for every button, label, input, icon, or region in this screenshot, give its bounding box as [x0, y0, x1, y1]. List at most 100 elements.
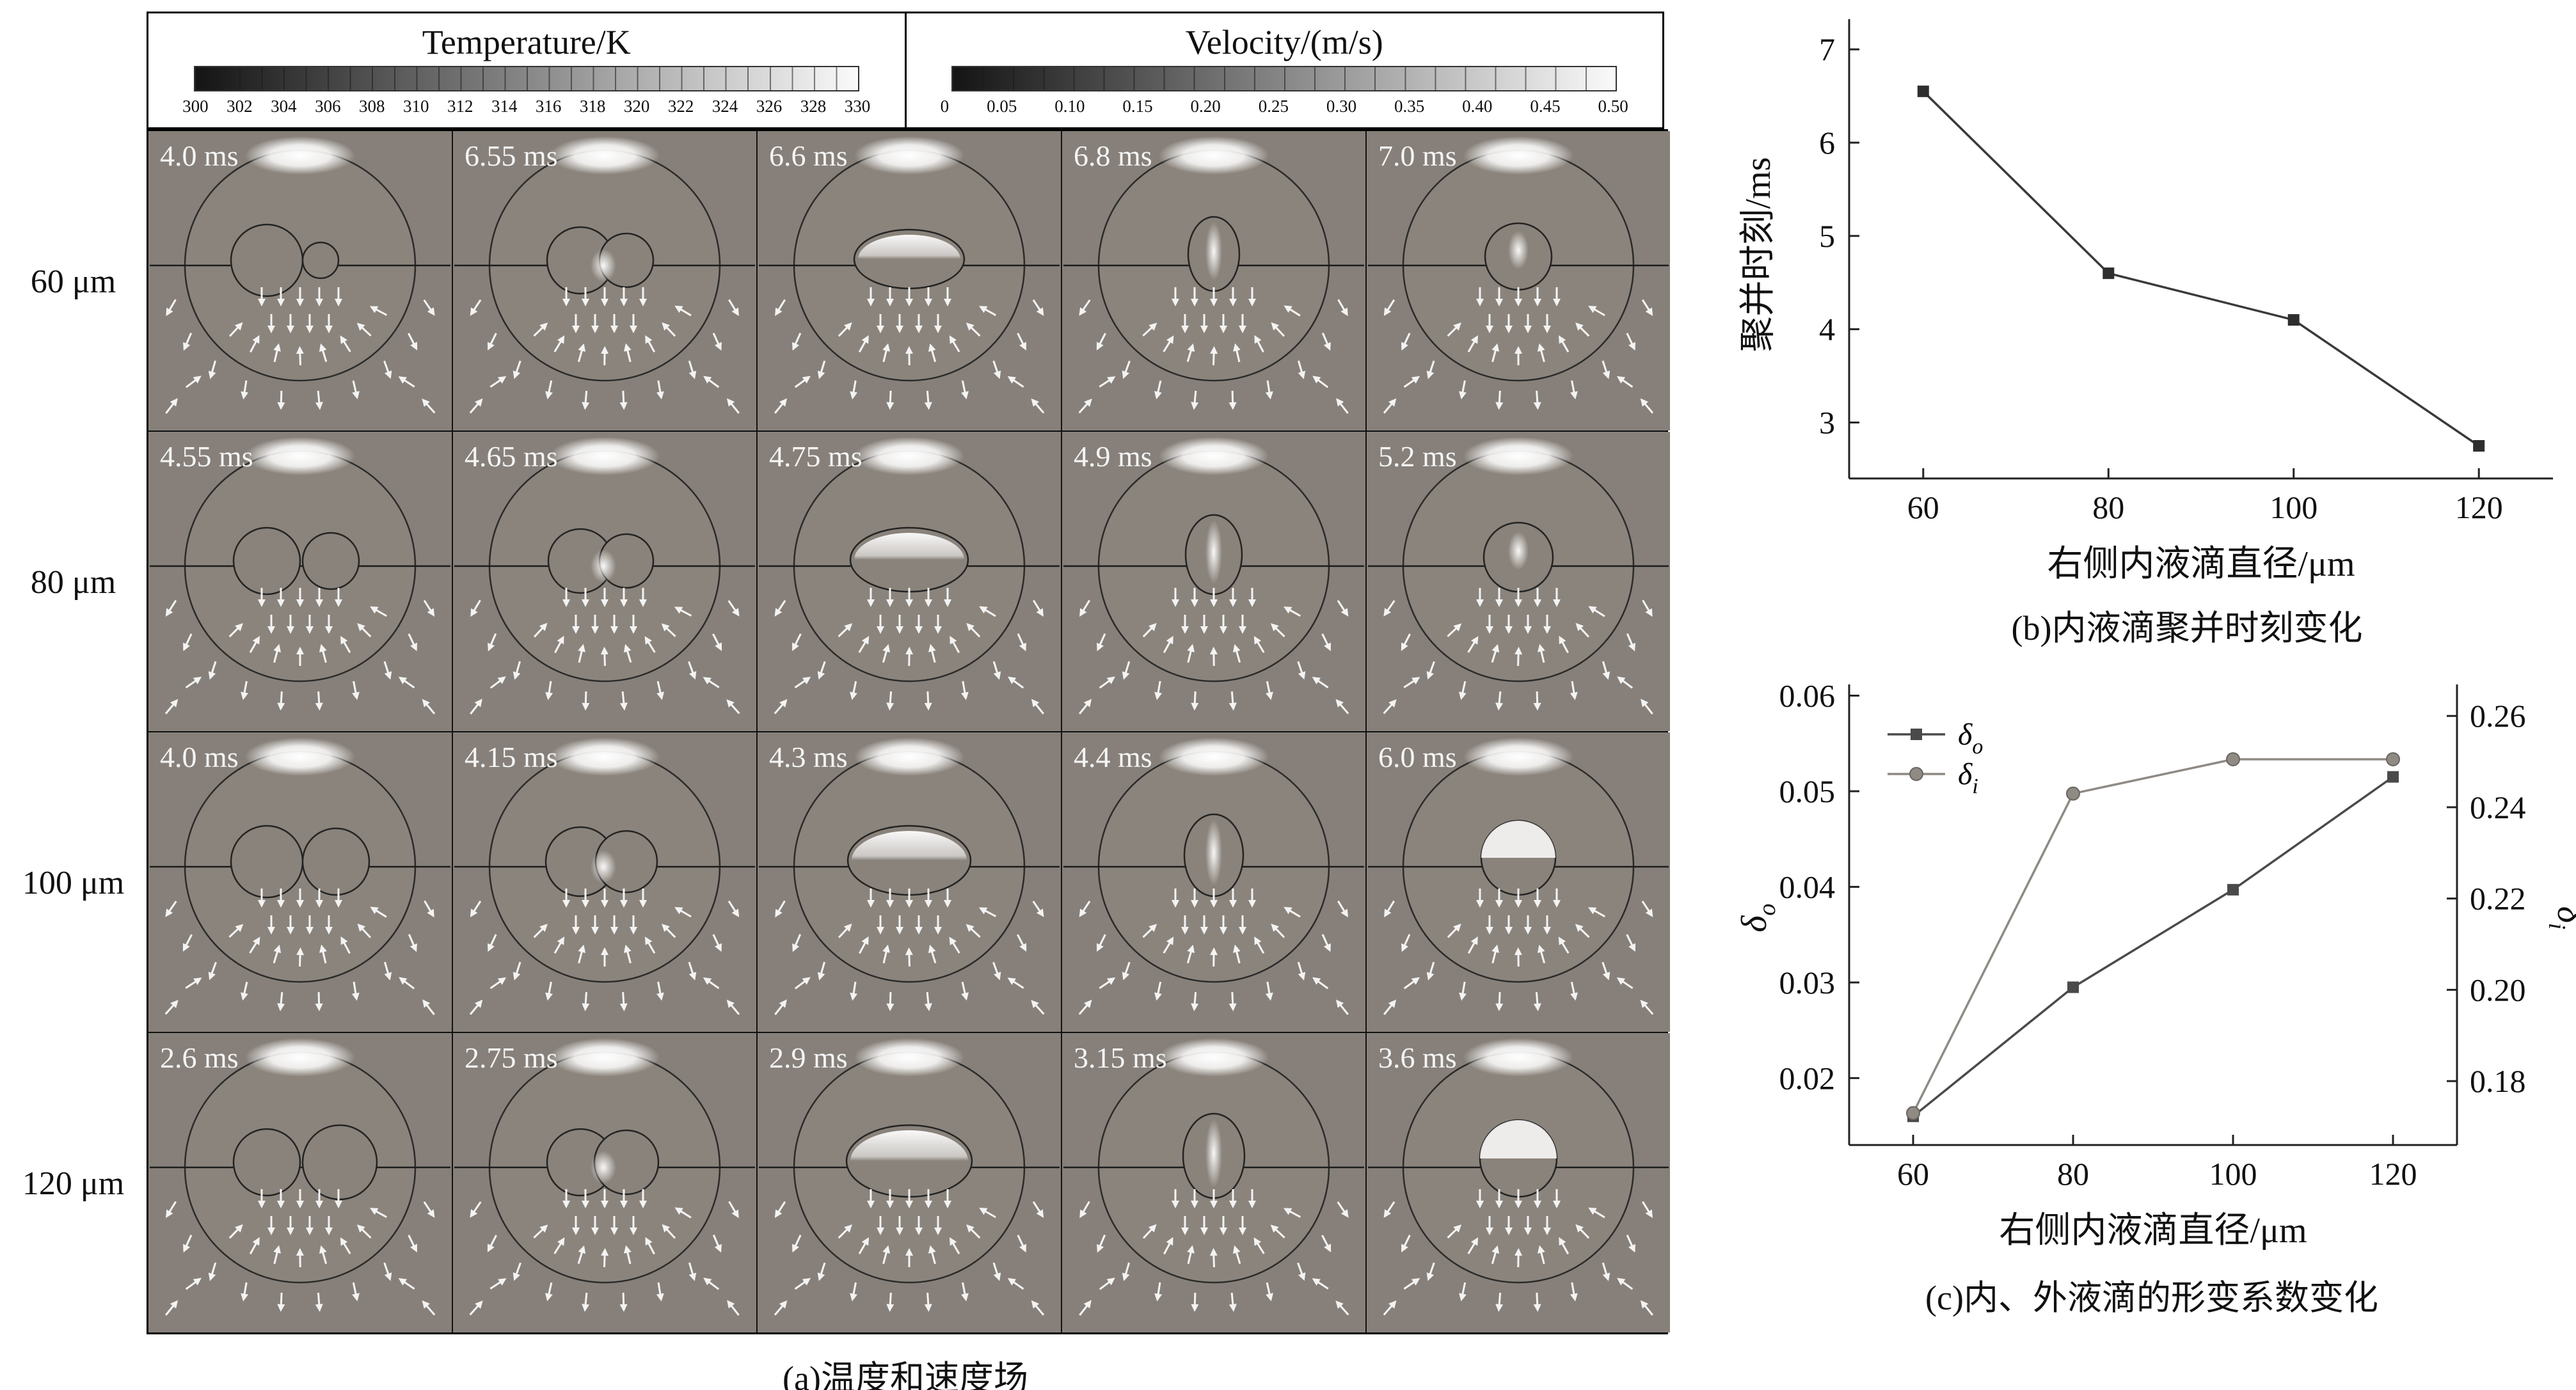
- svg-text:100: 100: [2270, 489, 2318, 525]
- svg-text:0.22: 0.22: [2470, 881, 2526, 917]
- svg-text:聚并时刻/ms: 聚并时刻/ms: [1738, 157, 1778, 352]
- temperature-tick-label: 330: [844, 96, 871, 116]
- svg-text:120: 120: [2369, 1156, 2417, 1192]
- svg-text:0.24: 0.24: [2470, 789, 2526, 825]
- time-label: 3.6 ms: [1378, 1041, 1457, 1074]
- svg-text:7: 7: [1819, 31, 1835, 67]
- temperature-tick-label: 302: [227, 96, 253, 116]
- temperature-tick-label: 324: [712, 96, 738, 116]
- velocity-tick-label: 0.35: [1394, 96, 1425, 116]
- time-label: 3.15 ms: [1074, 1041, 1167, 1074]
- field-snapshot: [758, 131, 1061, 430]
- velocity-tick-label: 0.05: [987, 96, 1017, 116]
- simulation-cell: 3.6 ms: [1367, 1033, 1670, 1332]
- velocity-tick-label: 0.10: [1054, 96, 1085, 116]
- time-label: 2.6 ms: [160, 1041, 239, 1074]
- temperature-tick-label: 306: [315, 96, 341, 116]
- time-label: 6.0 ms: [1378, 741, 1457, 773]
- time-label: 2.75 ms: [465, 1041, 558, 1074]
- simulation-cell: 2.6 ms: [148, 1033, 452, 1332]
- velocity-tick-label: 0: [940, 96, 950, 116]
- temperature-colorbar-gradient: [193, 65, 859, 91]
- simulation-cell: 6.0 ms: [1367, 732, 1670, 1032]
- svg-text:0.05: 0.05: [1779, 773, 1836, 809]
- simulation-cell: 4.0 ms: [148, 131, 452, 430]
- svg-text:右侧内液滴直径/μm: 右侧内液滴直径/μm: [2047, 544, 2355, 584]
- velocity-tick-label: 0.40: [1462, 96, 1493, 116]
- field-snapshot: [148, 432, 452, 731]
- field-snapshot: [758, 732, 1061, 1032]
- temperature-tick-label: 316: [535, 96, 562, 116]
- temperature-colorbar-ticks: 300 302 304 306 308 310 312 314 316 318 320 322 324 3…: [182, 97, 870, 116]
- velocity-colorbar-ticks: 0 0.05 0.10 0.15 0.20 0.25 0.30 0.35 0.40 0.45 0.5…: [941, 97, 1628, 116]
- field-snapshot: [453, 1033, 756, 1332]
- field-snapshot: [1367, 1033, 1670, 1332]
- colorbar-box: Temperature/K 300 302 304 306 308 310 312 314 31…: [147, 12, 1664, 129]
- field-snapshot: [1062, 432, 1365, 731]
- temperature-colorbar: Temperature/K 300 302 304 306 308 310 312 314 31…: [148, 13, 905, 127]
- field-snapshot: [453, 131, 756, 430]
- temperature-tick-label: 312: [447, 96, 473, 116]
- svg-text:60: 60: [1907, 489, 1939, 525]
- svg-text:0.18: 0.18: [2470, 1063, 2526, 1099]
- temperature-tick-label: 320: [623, 96, 650, 116]
- field-snapshot: [1367, 732, 1670, 1032]
- time-label: 6.6 ms: [769, 139, 848, 172]
- temperature-tick-label: 300: [182, 96, 209, 116]
- simulation-cell: 4.15 ms: [453, 732, 756, 1032]
- field-snapshot: [148, 131, 452, 430]
- svg-text:80: 80: [2092, 489, 2124, 525]
- field-snapshot: [1062, 732, 1365, 1032]
- velocity-tick-label: 0.50: [1598, 96, 1628, 116]
- temperature-tick-label: 308: [359, 96, 385, 116]
- svg-text:δi: δi: [1958, 757, 1978, 798]
- time-label: 4.9 ms: [1074, 440, 1152, 473]
- svg-text:右侧内液滴直径/μm: 右侧内液滴直径/μm: [1999, 1211, 2307, 1251]
- simulation-cell: 6.55 ms: [453, 131, 756, 430]
- deformation-coefficient-plot: 0.02 0.03 0.04 0.05 0.06 0.18 0.20 0.22 0.24 0.26…: [1735, 677, 2576, 1251]
- deformation-coefficient-chart: 0.02 0.03 0.04 0.05 0.06 0.18 0.20 0.22 0.24 0.26…: [1728, 659, 2576, 1286]
- time-label: 4.0 ms: [160, 139, 239, 172]
- simulation-cell: 5.2 ms: [1367, 432, 1670, 731]
- velocity-colorbar: Velocity/(m/s) 0 0.05 0.10 0.15 0.20 0.25 0.30…: [907, 13, 1663, 127]
- velocity-colorbar-gradient: [951, 65, 1618, 91]
- temperature-tick-label: 318: [579, 96, 606, 116]
- velocity-tick-label: 0.15: [1122, 96, 1153, 116]
- temperature-tick-label: 328: [800, 96, 827, 116]
- time-label: 4.15 ms: [465, 741, 558, 773]
- svg-text:δo: δo: [1735, 903, 1781, 932]
- time-label: 5.2 ms: [1378, 440, 1457, 473]
- row-label: 120 μm: [22, 1165, 125, 1202]
- field-snapshot: [1367, 131, 1670, 430]
- velocity-tick-label: 0.20: [1190, 96, 1221, 116]
- simulation-cell: 4.9 ms: [1062, 432, 1365, 731]
- coalescence-time-chart: 3 4 5 6 7 60 80 100 120 右侧内液滴直径/μm 聚并时刻/ms: [1728, 5, 2576, 616]
- field-snapshot: [1062, 1033, 1365, 1332]
- caption-c: (c)内、外液滴的形变系数变化: [1925, 1279, 2378, 1317]
- simulation-cell: 4.55 ms: [148, 432, 452, 731]
- svg-text:100: 100: [2209, 1156, 2257, 1192]
- time-label: 4.75 ms: [769, 440, 863, 473]
- simulation-grid: 4.0 ms 6.55 ms 6.6 ms 6.8 ms 7.0 ms 4.55 ms 4.…: [147, 129, 1670, 1334]
- time-label: 6.8 ms: [1074, 139, 1152, 172]
- row-label: 80 μm: [30, 564, 116, 601]
- simulation-cell: 2.9 ms: [758, 1033, 1061, 1332]
- svg-text:δo: δo: [1958, 718, 1983, 759]
- field-snapshot: [1062, 131, 1365, 430]
- panel-a-temperature-velocity-fields: Temperature/K 300 302 304 306 308 310 312 314 31…: [0, 12, 1670, 1390]
- time-label: 4.3 ms: [769, 741, 848, 773]
- temperature-colorbar-title: Temperature/K: [422, 23, 631, 62]
- colorbar-divider: [904, 13, 907, 127]
- svg-text:0.02: 0.02: [1779, 1060, 1836, 1096]
- simulation-cell: 7.0 ms: [1367, 131, 1670, 430]
- simulation-cell: 4.3 ms: [758, 732, 1061, 1032]
- velocity-tick-label: 0.30: [1326, 96, 1357, 116]
- field-snapshot: [453, 432, 756, 731]
- simulation-cell: 4.4 ms: [1062, 732, 1365, 1032]
- svg-text:5: 5: [1819, 218, 1835, 254]
- svg-text:6: 6: [1819, 125, 1835, 161]
- svg-text:0.04: 0.04: [1779, 869, 1836, 904]
- svg-text:3: 3: [1819, 405, 1835, 441]
- simulation-cell: 4.65 ms: [453, 432, 756, 731]
